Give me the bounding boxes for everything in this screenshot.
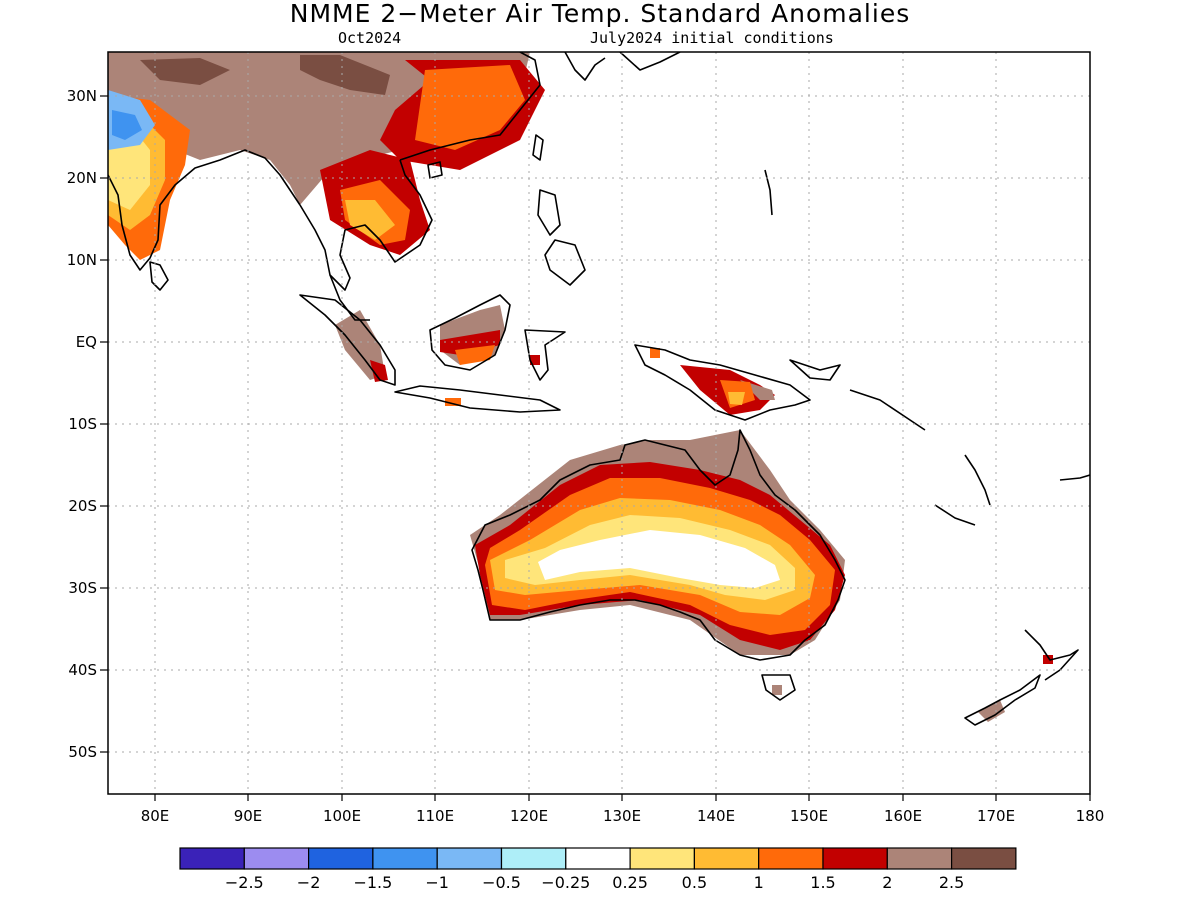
lon-label: 180 <box>1076 807 1105 825</box>
lon-label: 120E <box>510 807 548 825</box>
colorbar-swatch <box>565 847 631 870</box>
colorbar-label: 0.5 <box>682 873 707 892</box>
colorbar-label: −1.5 <box>353 873 392 892</box>
lon-label: 170E <box>977 807 1015 825</box>
anomaly-region-tibet-dark <box>300 55 390 95</box>
anomaly-region-sulawesi <box>530 355 540 365</box>
anomaly-region-nz-south <box>978 700 1005 722</box>
colorbar-label: 2 <box>882 873 892 892</box>
colorbar-swatch <box>436 847 503 870</box>
anomaly-region-indochina-core <box>345 200 395 240</box>
lat-label: 50S <box>68 743 97 761</box>
colorbar-label: 0.25 <box>612 873 648 892</box>
colorbar-labels: −2.5 −2 −1.5 −1 −0.5 −0.25 0.25 0.5 1 1.5 2 2.5 <box>225 873 964 892</box>
lon-label: 140E <box>697 807 735 825</box>
colorbar-swatch <box>758 847 824 870</box>
lon-label: 160E <box>884 807 922 825</box>
colorbar-label: −0.5 <box>482 873 521 892</box>
colorbar-swatch <box>886 847 953 870</box>
coast-srilanka <box>149 261 169 291</box>
coast-sulawesi <box>524 329 566 381</box>
lon-label: 100E <box>323 807 361 825</box>
coast-solomons <box>849 389 926 431</box>
coast-fiji <box>1059 474 1090 481</box>
colorbar-swatch <box>693 847 760 870</box>
colorbar-swatch <box>243 847 310 870</box>
coast-bismarck <box>789 359 841 381</box>
coast-sri-china-sea-islands <box>764 169 773 216</box>
coastlines <box>108 52 1090 726</box>
colorbar-swatch <box>950 847 1017 870</box>
colorbar-swatch <box>179 847 245 870</box>
coast-newguinea <box>634 344 811 421</box>
initial-conditions: July2024 initial conditions <box>590 29 834 47</box>
lon-label: 90E <box>234 807 263 825</box>
lat-label: 30S <box>68 579 97 597</box>
anomaly-region-nz-north <box>1043 655 1053 664</box>
colorbar-swatch <box>629 847 695 870</box>
colorbar-label: −1 <box>425 873 449 892</box>
anomaly-region-india-cool2 <box>112 110 142 140</box>
coast-japan <box>619 52 681 71</box>
lon-label: 110E <box>416 807 454 825</box>
colorbar-swatch <box>372 847 438 870</box>
coast-borneo <box>429 294 511 371</box>
longitude-labels: 80E 90E 100E 110E 120E 130E 140E 150E 16… <box>141 807 1105 825</box>
coast-java <box>394 385 561 413</box>
colorbar-label: −2 <box>297 873 321 892</box>
coast-indochina <box>299 159 433 291</box>
coast-philippines-south <box>544 239 586 286</box>
lat-label: EQ <box>76 333 97 351</box>
grid-lines <box>108 52 1090 794</box>
lat-label: 30N <box>67 87 97 105</box>
anomaly-region-asia-dark2 <box>140 58 230 85</box>
map-title: NMME 2−Meter Air Temp. Standard Anomalie… <box>289 0 911 28</box>
coast-sumatra <box>299 294 396 386</box>
anomaly-region-newguinea-core <box>728 392 745 405</box>
lat-label: 20N <box>67 169 97 187</box>
anomaly-region-borneo-orange <box>455 345 495 365</box>
coast-nz-south <box>964 674 1041 726</box>
lat-label: 20S <box>68 497 97 515</box>
lon-label: 130E <box>603 807 641 825</box>
forecast-month: Oct2024 <box>338 29 402 47</box>
coast-korea <box>564 52 606 81</box>
lon-label: 80E <box>141 807 170 825</box>
axis-ticks <box>100 95 1091 801</box>
anomaly-region-java <box>445 398 461 406</box>
colorbar-label: 2.5 <box>939 873 964 892</box>
lat-label: 10S <box>68 415 97 433</box>
coast-new-caledonia <box>934 504 976 526</box>
colorbar-swatches <box>179 847 1017 870</box>
colorbar-label: 1.5 <box>810 873 835 892</box>
lon-label: 150E <box>790 807 828 825</box>
colorbar-swatch <box>500 847 567 870</box>
coast-india <box>108 149 301 271</box>
anomaly-region-australia-white <box>538 530 780 588</box>
lat-label: 40S <box>68 661 97 679</box>
anomaly-region-halmahera <box>650 348 660 358</box>
colorbar: −2.5 −2 −1.5 −1 −0.5 −0.25 0.25 0.5 1 1.5 2 2.5 <box>179 847 1017 892</box>
coast-vanuatu <box>964 454 991 506</box>
anomaly-region-sumatra-red <box>370 360 388 382</box>
coast-hainan <box>427 161 443 179</box>
latitude-labels: 30N 20N 10N EQ 10S 20S 30S 40S 50S <box>67 87 97 761</box>
colorbar-swatch <box>308 847 374 870</box>
colorbar-label: −2.5 <box>225 873 264 892</box>
coast-tasmania <box>761 674 796 701</box>
map-frame <box>107 51 1091 795</box>
coast-taiwan <box>532 134 544 161</box>
coast-australia <box>471 429 846 661</box>
lat-label: 10N <box>67 251 97 269</box>
anomaly-shading <box>108 52 1053 722</box>
anomaly-region-china-orange <box>415 65 525 150</box>
coast-china <box>399 52 541 161</box>
anomaly-region-tasmania <box>772 685 782 695</box>
colorbar-swatch <box>822 847 888 870</box>
colorbar-label: −0.25 <box>541 873 590 892</box>
coast-philippines-luzon <box>537 189 561 236</box>
colorbar-label: 1 <box>754 873 764 892</box>
